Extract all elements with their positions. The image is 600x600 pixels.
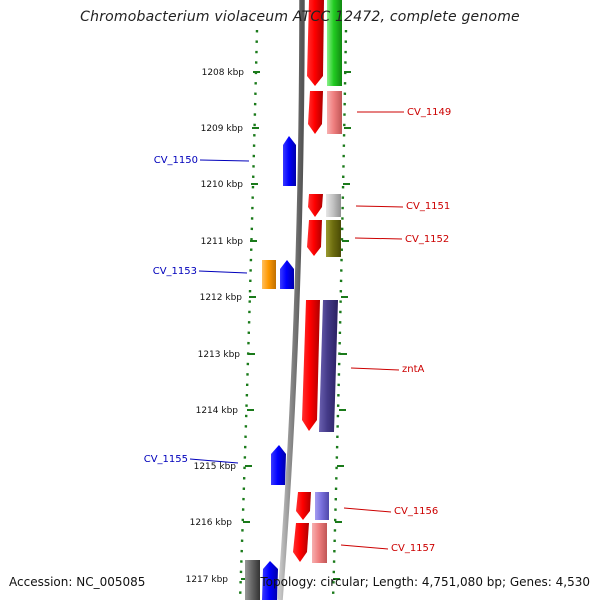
tick-label: 1216 kbp	[190, 518, 233, 528]
forward-strand-genes	[245, 136, 296, 600]
category-box	[326, 220, 341, 257]
gene-label-cv1155: CV_1155	[144, 454, 188, 465]
gene-label-cv1149: CV_1149	[407, 107, 451, 118]
gene-label-znta: zntA	[402, 364, 425, 375]
ruler: 1208 kbp 1209 kbp 1210 kbp 1211 kbp 1212…	[186, 68, 351, 585]
function-boxes	[312, 0, 342, 563]
leader-line	[189, 458, 239, 464]
gene-labels: CV_1149 CV_1150 CV_1151 CV_1152 CV_1153 …	[144, 107, 452, 554]
gene-label-cv1151: CV_1151	[406, 201, 450, 212]
gene-label-cv1150: CV_1150	[154, 155, 198, 166]
gene-arrow	[262, 561, 278, 600]
accession-text: Accession: NC_005085	[9, 575, 146, 589]
tick-label: 1211 kbp	[201, 237, 244, 247]
gene-label-cv1153: CV_1153	[153, 266, 197, 277]
category-box	[315, 492, 329, 520]
tick-label: 1208 kbp	[202, 68, 245, 78]
gene-arrow	[293, 523, 309, 562]
tick-label: 1210 kbp	[201, 180, 244, 190]
gene-arrow	[283, 136, 296, 186]
reverse-strand-genes	[293, 0, 324, 562]
gene-arrow	[308, 91, 323, 134]
category-box	[312, 523, 327, 563]
gene-arrow	[307, 0, 324, 86]
category-box	[327, 0, 342, 86]
leader-line	[350, 367, 400, 371]
gene-arrow	[296, 492, 311, 520]
tick-label: 1215 kbp	[194, 462, 237, 472]
gene-label-cv1156: CV_1156	[394, 506, 438, 517]
map-title-overlay: Chromobacterium violaceum ATCC 12472, co…	[80, 9, 520, 25]
gene-arrow	[307, 220, 322, 256]
genome-summary-text: Topology: circular; Length: 4,751,080 bp…	[260, 575, 590, 589]
gene-arrow	[280, 260, 294, 289]
leader-line	[354, 237, 403, 240]
ruler-inner-dotted-line	[238, 29, 259, 600]
leader-line	[355, 205, 404, 208]
gene-arrow	[302, 300, 320, 431]
category-box	[319, 300, 338, 432]
category-box	[326, 194, 341, 217]
gene-arrow	[308, 194, 323, 217]
gene-box	[245, 560, 260, 600]
leader-line	[198, 270, 248, 274]
leader-line	[343, 507, 392, 513]
gene-label-cv1152: CV_1152	[405, 234, 449, 245]
tick-label: 1209 kbp	[201, 124, 244, 134]
tick-label: 1213 kbp	[198, 350, 241, 360]
label-leaders	[189, 111, 404, 550]
tick-label: 1214 kbp	[196, 406, 239, 416]
gene-arrow	[271, 445, 286, 485]
genome-backbone	[277, 0, 305, 600]
tick-label: 1217 kbp	[186, 575, 229, 585]
tick-label: 1212 kbp	[200, 293, 243, 303]
leader-line	[199, 159, 250, 162]
gene-box	[262, 260, 276, 289]
gene-label-cv1157: CV_1157	[391, 543, 435, 554]
leader-line	[340, 544, 389, 550]
category-box	[327, 91, 342, 134]
